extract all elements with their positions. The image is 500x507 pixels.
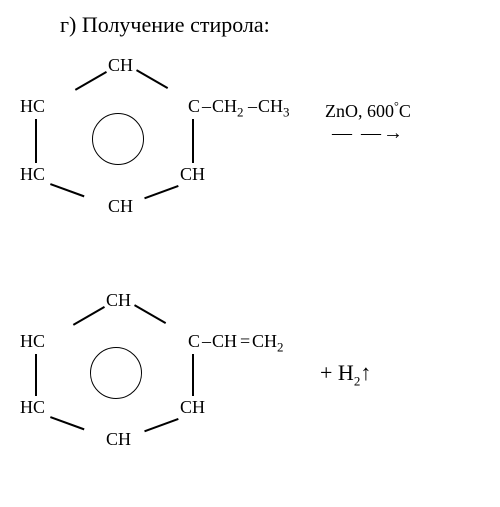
atom2-ch: CH: [212, 331, 237, 352]
bond2-single: –: [202, 331, 211, 352]
bond2-bottom-left: [50, 417, 84, 431]
bond2-left-vert: [35, 354, 37, 396]
atom-lower-right-ch: CH: [180, 164, 205, 185]
bond-bottom-left: [50, 184, 84, 198]
bond2-top-left: [73, 306, 105, 325]
molecule-styrene: CH HC C – CH = CH2 HC CH CH: [20, 290, 320, 450]
bond-top-left: [75, 71, 107, 90]
bond-bottom-right: [144, 185, 178, 199]
atom2-upper-left-hc: HC: [20, 331, 45, 352]
reaction-conditions: ZnO, 600°C: [325, 99, 411, 122]
product-h2: + H2↑: [320, 360, 371, 389]
atom2-top-ch: CH: [106, 290, 131, 311]
bond-left-vert: [35, 119, 37, 163]
atom-ch2: CH2: [212, 96, 244, 121]
atom-lower-left-hc: HC: [20, 164, 45, 185]
atom-upper-right-c: C: [188, 96, 200, 117]
bond2-top-right: [134, 305, 166, 324]
bond2-double: =: [240, 331, 250, 352]
atom-ch3: CH3: [258, 96, 290, 121]
atom-upper-left-hc: HC: [20, 96, 45, 117]
atom2-ch2: CH2: [252, 331, 284, 356]
reaction-arrow: — —→: [332, 122, 405, 145]
bond-dash-1: –: [202, 96, 211, 117]
page-title: г) Получение стирола:: [60, 12, 270, 38]
atom2-upper-right-c: C: [188, 331, 200, 352]
bond-top-right: [136, 70, 168, 89]
molecule-ethylbenzene: CH HC C – CH2 – CH3 HC CH CH: [20, 55, 320, 215]
bond2-bottom-right: [144, 418, 178, 432]
atom-top-ch: CH: [108, 55, 133, 76]
atom-bottom-ch: CH: [108, 196, 133, 217]
benzene-ring-circle-2: [90, 347, 142, 399]
bond-dash-2: –: [248, 96, 257, 117]
bond2-right-vert: [192, 354, 194, 396]
bond-right-vert: [192, 119, 194, 163]
atom2-bottom-ch: CH: [106, 429, 131, 450]
benzene-ring-circle: [92, 113, 144, 165]
atom2-lower-right-ch: CH: [180, 397, 205, 418]
atom2-lower-left-hc: HC: [20, 397, 45, 418]
